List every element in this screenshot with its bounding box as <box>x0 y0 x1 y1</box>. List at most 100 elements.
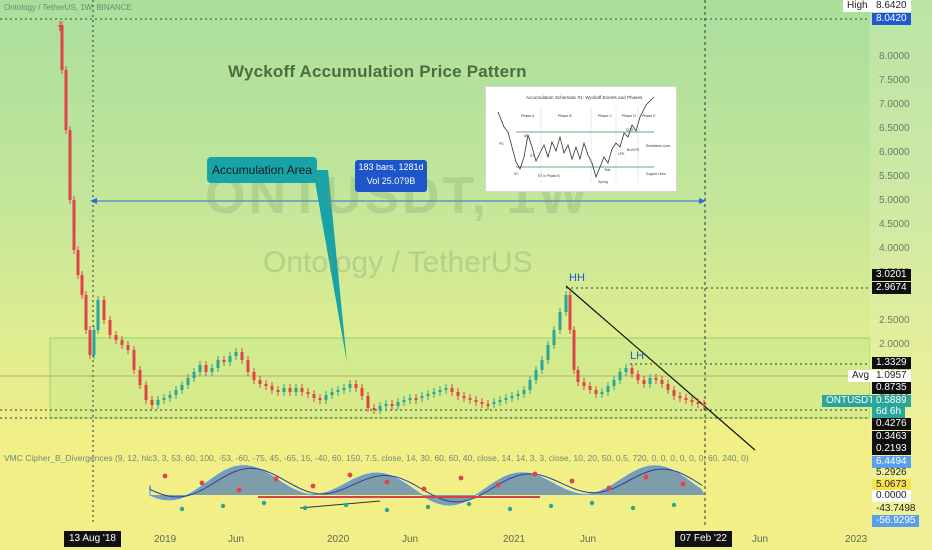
candle <box>552 330 556 345</box>
candle <box>114 335 118 340</box>
candle <box>492 402 496 404</box>
candle <box>438 390 442 392</box>
candle <box>138 370 142 385</box>
candle <box>360 388 364 396</box>
signal-dot <box>425 504 431 510</box>
candle <box>318 398 322 400</box>
inset-phase-4: Phase E <box>642 114 656 118</box>
signal-dot <box>421 486 427 492</box>
candle <box>666 384 670 390</box>
avg-label: Avg <box>848 370 874 382</box>
candle <box>120 340 124 345</box>
candle <box>534 370 538 380</box>
candle <box>642 380 646 384</box>
candle <box>600 392 604 394</box>
time-label-2021: 2021 <box>503 534 526 545</box>
candle <box>678 396 682 398</box>
candle <box>546 345 550 360</box>
signal-dot <box>236 487 242 493</box>
range-measure-label[interactable]: 183 bars, 1281d Vol 25.079B <box>355 160 427 192</box>
indicator-title[interactable]: VMC Cipher_B_Divergences (9, 12, hlc3, 3… <box>4 453 749 463</box>
time-box-end: 07 Feb '22 <box>675 531 732 547</box>
chart-annotation-title[interactable]: Wyckoff Accumulation Price Pattern <box>228 62 527 81</box>
time-label-2023: 2023 <box>845 534 868 545</box>
candle <box>270 386 274 390</box>
symbol-header[interactable]: Ontology / TetherUS, 1W, BINANCE <box>4 3 132 12</box>
price-tag-0-2193: 0.2193 <box>872 443 911 455</box>
price-plot[interactable] <box>0 0 870 525</box>
ind-value-5-0673: 5.0673 <box>872 479 911 491</box>
candle <box>216 360 220 368</box>
inset-event-7: LPS <box>618 152 625 156</box>
candle <box>294 388 298 392</box>
inset-phase-2: Phase C <box>598 114 612 118</box>
candle <box>306 392 310 394</box>
candle <box>444 388 448 390</box>
candle <box>180 385 184 390</box>
candle <box>528 380 532 390</box>
price-tick-8: 4.0000 <box>879 243 910 255</box>
candle <box>132 350 136 370</box>
inset-event-0: PS <box>499 142 504 146</box>
accumulation-area-callout[interactable]: Accumulation Area <box>207 157 317 183</box>
candle <box>240 352 244 360</box>
candle <box>192 372 196 378</box>
inset-event-5: Spring <box>598 180 608 184</box>
time-label-jun-2019: Jun <box>228 534 245 545</box>
signal-dot <box>273 476 279 482</box>
candle <box>396 402 400 406</box>
signal-dot <box>384 507 390 513</box>
candlestick-series <box>58 21 706 414</box>
inset-level-0: Resistance Lines <box>646 144 671 148</box>
range-arrow-left-head <box>90 198 97 204</box>
indicator-pane[interactable] <box>0 445 870 525</box>
candle <box>288 388 292 392</box>
candle <box>246 360 250 372</box>
inset-title: Accumulation Schematic #1: Wyckoff Event… <box>526 95 643 100</box>
candle <box>64 70 68 130</box>
candle <box>80 275 84 295</box>
lh-label[interactable]: LH <box>630 350 645 362</box>
candle <box>480 402 484 404</box>
candle <box>96 300 100 330</box>
time-label-jun-2020: Jun <box>402 534 419 545</box>
candle <box>228 356 232 362</box>
wyckoff-schematic-image[interactable]: Accumulation Schematic #1: Wyckoff Event… <box>485 86 677 192</box>
candle <box>594 390 598 394</box>
price-tick-4: 6.0000 <box>879 147 910 159</box>
symbol-tag[interactable]: ONTUSDT <box>822 395 879 407</box>
inset-event-8: SOS <box>626 128 634 132</box>
candle <box>60 25 64 70</box>
signal-dot <box>162 473 168 479</box>
signal-dot <box>671 502 677 508</box>
candle <box>630 368 634 374</box>
candle <box>588 386 592 390</box>
inset-event-6: Test <box>604 168 610 172</box>
signal-dot <box>589 500 595 506</box>
descending-trendline <box>565 285 756 451</box>
candle <box>72 200 76 250</box>
price-tick-3: 6.5000 <box>879 123 910 135</box>
signal-dot <box>548 503 554 509</box>
candle <box>582 382 586 386</box>
price-tick-5: 5.5000 <box>879 171 910 183</box>
candle <box>568 295 572 330</box>
candle <box>432 392 436 394</box>
range-bars-text: 183 bars, 1281d <box>358 162 424 172</box>
candle <box>300 388 304 392</box>
hh-label[interactable]: HH <box>569 272 585 284</box>
candle <box>76 250 80 275</box>
candle <box>654 378 658 380</box>
candle <box>420 396 424 398</box>
candle <box>648 378 652 384</box>
time-scale[interactable] <box>0 525 870 550</box>
candle <box>384 404 388 406</box>
candle <box>276 390 280 392</box>
candle <box>144 385 148 400</box>
inset-phase-0: Phase A <box>521 114 535 118</box>
candle <box>186 378 190 385</box>
candle <box>174 390 178 395</box>
signal-dot <box>384 479 390 485</box>
candle <box>690 400 694 402</box>
